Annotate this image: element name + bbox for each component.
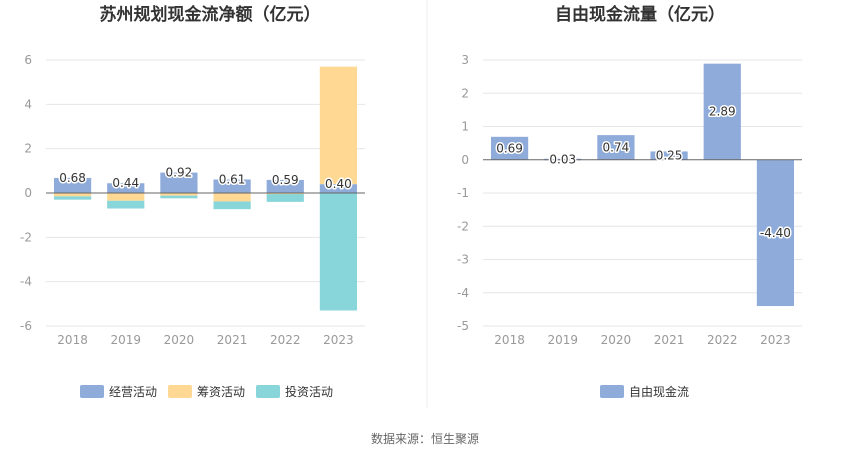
right-x-tick-label: 2019 — [547, 333, 578, 347]
left-bar-经营活动-2020[interactable] — [160, 172, 198, 193]
legend-swatch-operating[interactable] — [80, 385, 104, 398]
left-y-axis-ticks: 6 4 2 0 -2 -4 -6 — [20, 53, 32, 333]
left-bar-筹资活动-2023[interactable] — [319, 66, 358, 185]
right-x-axis-ticks: 2018 2019 2020 2021 2022 2023 — [494, 333, 790, 347]
left-bar-经营活动-2019[interactable] — [107, 183, 145, 193]
right-y-tick-label: -4 — [457, 286, 469, 300]
left-bar-筹资活动-2022[interactable] — [266, 193, 304, 195]
left-data-label: 0.92 — [166, 166, 193, 180]
left-bar-筹资活动-2019[interactable] — [107, 193, 145, 201]
right-y-tick-label: 0 — [461, 153, 469, 167]
legend-label-financing[interactable]: 筹资活动 — [197, 385, 245, 399]
left-bar-经营活动-2018[interactable] — [53, 177, 92, 193]
legend-swatch-free-cash-flow[interactable] — [600, 385, 624, 398]
left-y-tick-label: 6 — [24, 53, 32, 67]
legend-label-operating[interactable]: 经营活动 — [109, 385, 157, 399]
left-bars — [53, 66, 358, 311]
left-y-tick-label: -4 — [20, 275, 32, 289]
right-data-label: 0.69 — [496, 141, 523, 155]
left-x-tick-label: 2019 — [110, 333, 141, 347]
right-data-label: 0.74 — [603, 140, 630, 154]
left-x-axis-ticks: 2018 2019 2020 2021 2022 2023 — [57, 333, 353, 347]
left-legend: 经营活动 筹资活动 投资活动 — [80, 384, 333, 399]
left-bar-经营活动-2021[interactable] — [213, 179, 251, 193]
left-bar-投资活动-2018[interactable] — [53, 196, 92, 200]
right-bars — [490, 63, 795, 307]
right-bar-自由现金流-2020[interactable] — [597, 135, 635, 160]
left-x-tick-label: 2018 — [57, 333, 88, 347]
left-bar-投资活动-2022[interactable] — [266, 194, 304, 202]
legend-swatch-investing[interactable] — [256, 385, 280, 398]
right-y-tick-label: 2 — [461, 86, 469, 100]
left-y-tick-label: 0 — [24, 186, 32, 200]
left-bar-筹资活动-2018[interactable] — [53, 193, 92, 197]
left-x-tick-label: 2021 — [217, 333, 248, 347]
right-x-tick-label: 2022 — [707, 333, 738, 347]
right-bar-自由现金流-2022[interactable] — [703, 63, 741, 160]
left-bar-投资活动-2020[interactable] — [160, 195, 198, 199]
legend-label-free-cash-flow[interactable]: 自由现金流 — [629, 384, 689, 399]
right-y-tick-label: -5 — [457, 319, 469, 333]
right-x-tick-label: 2018 — [494, 333, 525, 347]
left-bar-筹资活动-2021[interactable] — [213, 193, 251, 202]
right-y-tick-label: -3 — [457, 253, 469, 267]
left-y-tick-label: -6 — [20, 319, 32, 333]
left-chart: 苏州规划现金流净额（亿元） 6 4 2 0 -2 -4 -6 2018 2019 2020 202… — [20, 4, 365, 399]
right-y-tick-label: -2 — [457, 219, 469, 233]
right-data-label: -4.40 — [760, 226, 791, 240]
left-data-label: 0.59 — [272, 173, 299, 187]
right-y-tick-label: 3 — [461, 53, 469, 67]
right-x-tick-label: 2021 — [654, 333, 685, 347]
left-data-label: 0.68 — [59, 171, 86, 185]
left-y-tick-label: 4 — [24, 97, 32, 111]
left-data-label: 0.61 — [219, 172, 246, 186]
left-x-tick-label: 2020 — [164, 333, 195, 347]
left-data-label: 0.44 — [112, 176, 139, 190]
left-y-tick-label: 2 — [24, 142, 32, 156]
right-data-label: 2.89 — [709, 105, 736, 119]
left-bar-筹资活动-2020[interactable] — [160, 193, 198, 196]
right-chart-title: 自由现金流量（亿元） — [555, 4, 725, 25]
left-bar-经营活动-2023[interactable] — [319, 184, 358, 193]
data-source: 数据来源：恒生聚源 — [371, 431, 479, 446]
left-bar-投资活动-2021[interactable] — [213, 201, 251, 210]
left-data-label: 0.40 — [325, 177, 352, 191]
right-data-label: 0.03 — [549, 152, 576, 166]
right-legend: 自由现金流 — [600, 384, 689, 399]
right-y-axis-ticks: 3 2 1 0 -1 -2 -3 -4 -5 — [457, 53, 469, 333]
left-gridlines — [46, 59, 365, 327]
right-x-tick-label: 2020 — [601, 333, 632, 347]
right-bar-自由现金流-2023[interactable] — [756, 159, 795, 307]
right-y-tick-label: 1 — [461, 120, 469, 134]
left-x-tick-label: 2022 — [270, 333, 301, 347]
right-data-label: 0.25 — [656, 149, 683, 163]
left-bar-投资活动-2019[interactable] — [107, 200, 145, 209]
left-bar-投资活动-2023[interactable] — [319, 193, 358, 311]
left-data-labels: 0.68 0.44 0.92 0.61 0.59 0.40 — [58, 164, 354, 193]
right-x-tick-label: 2023 — [760, 333, 791, 347]
right-data-labels: 0.69 0.03 0.74 0.25 2.89 -4.40 — [495, 103, 793, 241]
legend-label-investing[interactable]: 投资活动 — [285, 384, 333, 399]
right-bar-自由现金流-2021[interactable] — [650, 151, 688, 160]
right-y-tick-label: -1 — [457, 186, 469, 200]
left-y-tick-label: -2 — [20, 230, 32, 244]
right-gridlines — [483, 59, 802, 327]
legend-swatch-financing[interactable] — [168, 385, 192, 398]
left-chart-title: 苏州规划现金流净额（亿元） — [100, 4, 321, 25]
right-bar-自由现金流-2018[interactable] — [490, 136, 529, 160]
left-x-tick-label: 2023 — [323, 333, 354, 347]
left-bar-经营活动-2022[interactable] — [266, 179, 304, 193]
